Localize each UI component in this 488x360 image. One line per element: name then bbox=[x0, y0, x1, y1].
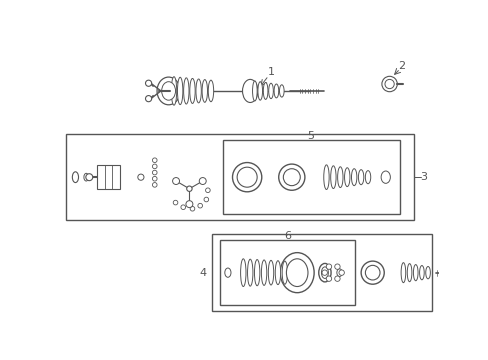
Ellipse shape bbox=[283, 169, 300, 186]
Ellipse shape bbox=[152, 164, 157, 169]
Text: 1: 1 bbox=[268, 67, 275, 77]
Ellipse shape bbox=[190, 206, 194, 211]
Ellipse shape bbox=[172, 177, 179, 184]
Ellipse shape bbox=[280, 253, 313, 293]
Ellipse shape bbox=[252, 81, 257, 101]
Ellipse shape bbox=[365, 265, 379, 280]
Ellipse shape bbox=[325, 276, 331, 282]
Ellipse shape bbox=[162, 82, 175, 100]
Ellipse shape bbox=[338, 270, 344, 275]
Text: 3: 3 bbox=[419, 172, 426, 182]
Ellipse shape bbox=[275, 261, 280, 285]
Ellipse shape bbox=[425, 266, 429, 279]
Ellipse shape bbox=[203, 197, 208, 202]
Ellipse shape bbox=[198, 203, 202, 208]
Ellipse shape bbox=[171, 77, 176, 105]
Text: 5: 5 bbox=[307, 131, 314, 141]
Ellipse shape bbox=[138, 174, 143, 180]
Ellipse shape bbox=[361, 261, 384, 284]
Text: 4: 4 bbox=[199, 267, 206, 278]
Ellipse shape bbox=[196, 79, 201, 103]
Ellipse shape bbox=[365, 171, 370, 184]
Ellipse shape bbox=[145, 80, 151, 86]
Ellipse shape bbox=[351, 169, 356, 186]
Ellipse shape bbox=[240, 259, 245, 287]
Ellipse shape bbox=[322, 270, 327, 275]
Ellipse shape bbox=[177, 77, 183, 105]
Ellipse shape bbox=[268, 260, 273, 285]
Bar bbox=[212, 234, 431, 311]
Ellipse shape bbox=[279, 85, 284, 97]
Ellipse shape bbox=[400, 263, 405, 283]
Ellipse shape bbox=[330, 166, 335, 189]
Ellipse shape bbox=[242, 80, 257, 103]
Ellipse shape bbox=[257, 82, 262, 100]
Ellipse shape bbox=[254, 260, 259, 286]
Ellipse shape bbox=[323, 165, 328, 189]
Ellipse shape bbox=[186, 186, 192, 192]
Bar bbox=[66, 134, 413, 220]
Ellipse shape bbox=[358, 170, 363, 185]
Ellipse shape bbox=[380, 171, 389, 183]
Ellipse shape bbox=[173, 200, 178, 205]
Ellipse shape bbox=[407, 264, 411, 282]
Ellipse shape bbox=[72, 172, 79, 183]
Ellipse shape bbox=[412, 265, 417, 281]
Ellipse shape bbox=[232, 163, 261, 192]
Ellipse shape bbox=[152, 176, 157, 181]
Ellipse shape bbox=[261, 260, 266, 285]
Ellipse shape bbox=[334, 276, 340, 282]
Ellipse shape bbox=[282, 261, 287, 284]
Ellipse shape bbox=[237, 167, 257, 187]
Ellipse shape bbox=[86, 174, 93, 181]
Ellipse shape bbox=[152, 158, 157, 163]
Ellipse shape bbox=[286, 259, 307, 287]
Ellipse shape bbox=[199, 177, 206, 184]
Ellipse shape bbox=[274, 84, 278, 98]
Ellipse shape bbox=[268, 83, 273, 99]
Ellipse shape bbox=[381, 76, 396, 92]
Ellipse shape bbox=[185, 201, 192, 208]
Bar bbox=[222, 140, 399, 214]
Ellipse shape bbox=[202, 80, 207, 102]
Ellipse shape bbox=[84, 173, 88, 181]
Ellipse shape bbox=[337, 167, 342, 188]
Ellipse shape bbox=[318, 264, 330, 282]
Ellipse shape bbox=[384, 80, 393, 89]
Ellipse shape bbox=[321, 267, 328, 278]
Text: 2: 2 bbox=[398, 61, 405, 71]
Ellipse shape bbox=[224, 268, 230, 277]
Ellipse shape bbox=[336, 269, 342, 276]
Ellipse shape bbox=[183, 78, 189, 104]
Ellipse shape bbox=[157, 77, 180, 105]
Ellipse shape bbox=[205, 188, 210, 193]
Ellipse shape bbox=[181, 205, 185, 210]
Bar bbox=[97, 165, 120, 189]
Ellipse shape bbox=[152, 183, 157, 187]
Ellipse shape bbox=[419, 266, 424, 280]
Text: 6: 6 bbox=[284, 231, 290, 242]
Bar bbox=[220, 240, 354, 305]
Ellipse shape bbox=[189, 78, 195, 103]
Ellipse shape bbox=[145, 95, 151, 102]
Ellipse shape bbox=[152, 170, 157, 175]
Ellipse shape bbox=[278, 164, 305, 190]
Ellipse shape bbox=[208, 80, 213, 102]
Ellipse shape bbox=[263, 82, 267, 99]
Ellipse shape bbox=[325, 264, 331, 269]
Ellipse shape bbox=[247, 259, 252, 286]
Ellipse shape bbox=[344, 168, 349, 186]
Ellipse shape bbox=[334, 264, 340, 269]
